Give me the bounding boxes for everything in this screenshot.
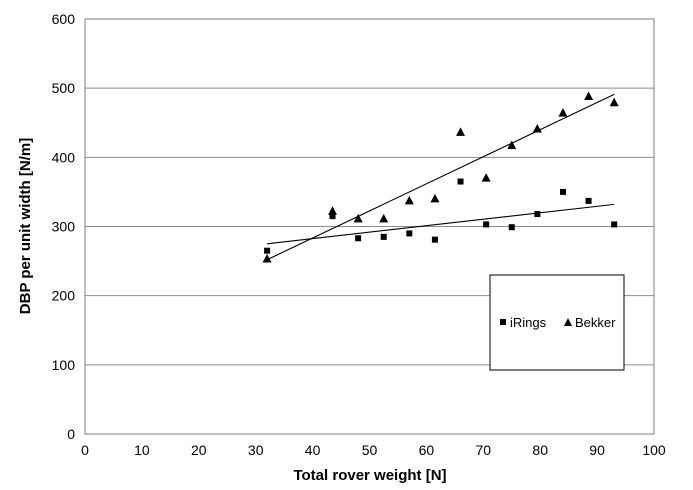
x-tick-label: 0 bbox=[81, 442, 89, 458]
legend-box bbox=[489, 274, 625, 371]
point-irings bbox=[534, 211, 541, 218]
y-tick-label: 600 bbox=[52, 11, 76, 27]
point-irings bbox=[406, 230, 413, 237]
x-tick-label: 30 bbox=[248, 442, 264, 458]
trendlines bbox=[266, 93, 615, 261]
point-irings bbox=[264, 247, 271, 254]
point-irings bbox=[431, 236, 438, 243]
legend-marker-bekker bbox=[564, 318, 572, 326]
y-tick-label: 0 bbox=[67, 426, 75, 442]
y-tick-label: 200 bbox=[52, 288, 76, 304]
y-tick-label: 300 bbox=[52, 219, 76, 235]
x-tick-label: 60 bbox=[419, 442, 435, 458]
x-tick-label: 20 bbox=[191, 442, 207, 458]
point-bekker bbox=[584, 91, 594, 100]
x-tick-label: 40 bbox=[305, 442, 321, 458]
x-tick-label: 70 bbox=[476, 442, 492, 458]
point-bekker bbox=[532, 123, 542, 133]
point-irings bbox=[329, 213, 336, 220]
point-bekker bbox=[353, 213, 363, 223]
point-irings bbox=[611, 221, 618, 228]
point-bekker bbox=[609, 97, 619, 107]
x-tick-labels: 0 10 20 30 40 50 60 70 80 90 100 bbox=[81, 442, 666, 458]
y-axis-title: DBP per unit width [N/m] bbox=[17, 138, 34, 314]
legend-marker-irings bbox=[500, 319, 506, 325]
x-axis-title: Total rover weight [N] bbox=[293, 467, 446, 484]
point-irings bbox=[380, 233, 387, 240]
point-irings bbox=[483, 221, 490, 228]
point-bekker bbox=[404, 195, 414, 205]
y-tick-labels: 0 100 200 300 400 500 600 bbox=[52, 11, 76, 442]
trendline-bekker bbox=[266, 93, 615, 261]
x-tick-label: 100 bbox=[642, 442, 666, 458]
legend-label-irings: iRings bbox=[510, 315, 547, 330]
point-irings bbox=[457, 178, 464, 185]
point-irings bbox=[355, 235, 362, 242]
point-irings bbox=[508, 224, 515, 231]
point-bekker bbox=[507, 140, 517, 150]
point-irings bbox=[559, 188, 566, 195]
x-tick-label: 90 bbox=[589, 442, 605, 458]
y-tick-label: 100 bbox=[52, 357, 76, 373]
point-bekker bbox=[430, 193, 440, 203]
legend-label-bekker: Bekker bbox=[575, 315, 616, 330]
point-bekker bbox=[379, 213, 389, 223]
point-bekker bbox=[456, 127, 466, 136]
y-tick-label: 400 bbox=[52, 149, 76, 165]
trendline-irings bbox=[267, 203, 615, 245]
point-bekker bbox=[558, 108, 568, 117]
plot-area-frame bbox=[84, 18, 655, 435]
point-bekker bbox=[262, 254, 272, 263]
x-tick-label: 10 bbox=[134, 442, 150, 458]
x-tick-label: 50 bbox=[362, 442, 378, 458]
data-points bbox=[262, 91, 619, 263]
legend: iRings Bekker bbox=[489, 274, 625, 371]
point-bekker bbox=[481, 173, 491, 182]
y-tick-label: 500 bbox=[52, 80, 76, 96]
point-irings bbox=[585, 197, 592, 204]
x-tick-label: 80 bbox=[532, 442, 548, 458]
point-bekker bbox=[328, 206, 338, 215]
